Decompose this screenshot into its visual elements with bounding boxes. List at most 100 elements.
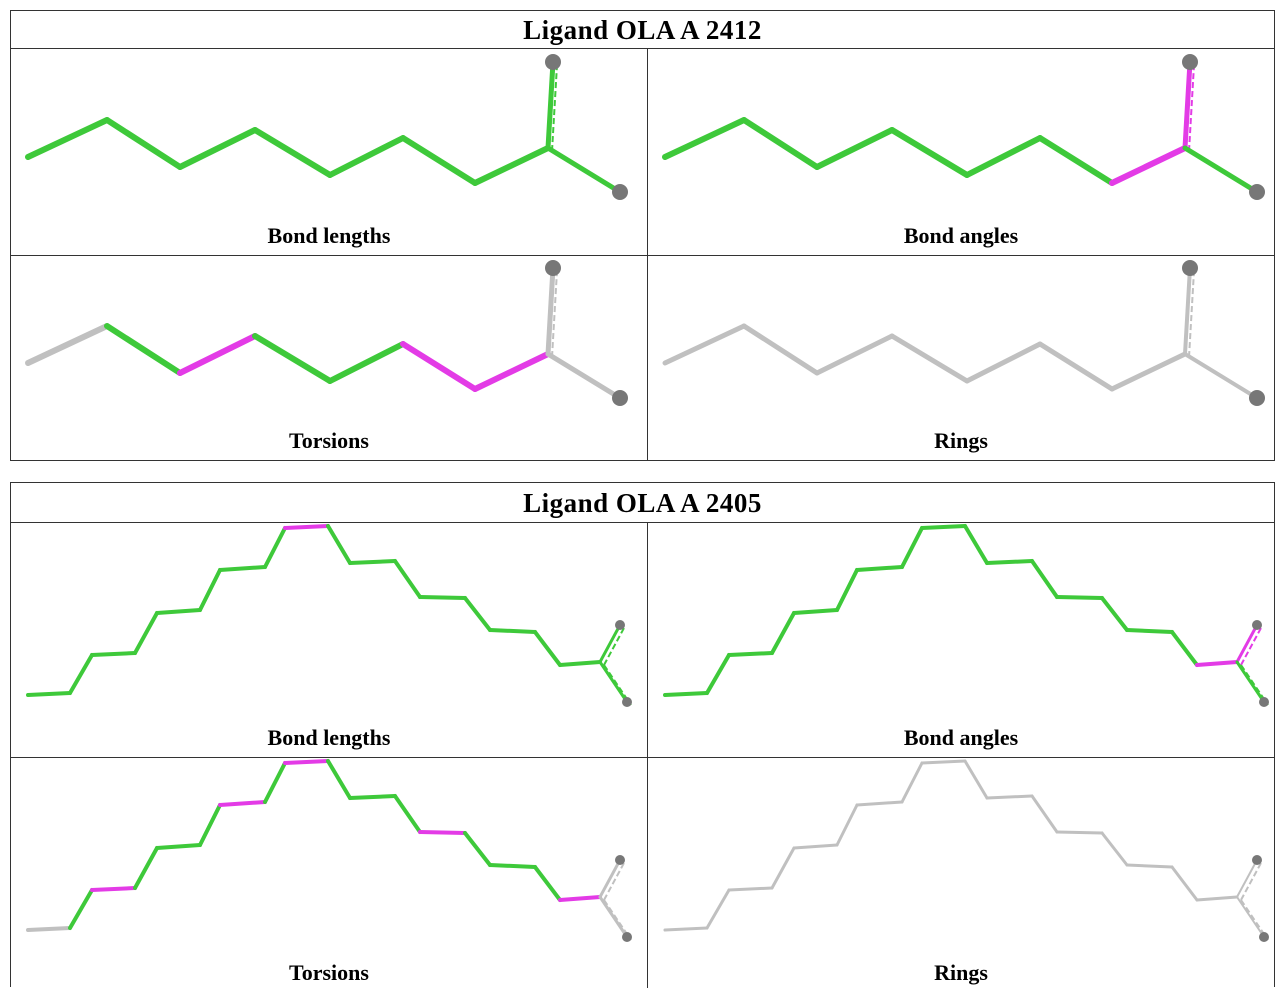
bond: [665, 693, 707, 695]
bond: [1040, 138, 1112, 183]
bond: [285, 761, 328, 763]
bond: [548, 268, 553, 354]
bond: [1032, 796, 1057, 832]
bond: [1040, 344, 1112, 389]
bond: [265, 528, 285, 567]
bond: [107, 326, 180, 373]
bond-dash: [1241, 863, 1261, 900]
atom: [1182, 54, 1198, 70]
atom: [1249, 184, 1265, 200]
bond: [794, 845, 837, 848]
page: Ligand OLA A 2412 Bond lengths Bond angl…: [0, 0, 1275, 987]
atom: [612, 390, 628, 406]
bond: [1172, 632, 1197, 665]
bond: [220, 802, 265, 805]
bond: [1057, 832, 1102, 833]
atom: [615, 855, 625, 865]
bond: [665, 326, 744, 363]
bond: [350, 561, 395, 563]
bond: [490, 630, 535, 632]
bond: [772, 848, 794, 888]
bond: [922, 761, 965, 763]
bond: [965, 761, 987, 798]
bond: [107, 120, 180, 167]
bond: [475, 354, 548, 389]
bond: [1185, 268, 1190, 354]
bond: [729, 653, 772, 655]
bond: [1237, 860, 1257, 897]
atom: [615, 620, 625, 630]
bond: [157, 845, 200, 848]
bond: [902, 528, 922, 567]
bond: [892, 130, 967, 175]
bond: [180, 130, 255, 167]
bond: [1237, 625, 1257, 662]
bond: [28, 693, 70, 695]
atom: [1259, 932, 1269, 942]
bond: [600, 897, 627, 937]
bond: [1197, 897, 1237, 900]
bond: [395, 796, 420, 832]
bond: [967, 344, 1040, 381]
bond: [1127, 865, 1172, 867]
bond: [1102, 598, 1127, 630]
bond: [707, 890, 729, 928]
bond: [1032, 561, 1057, 597]
bond: [92, 653, 135, 655]
bond: [475, 148, 548, 183]
bond: [135, 613, 157, 653]
bond: [987, 796, 1032, 798]
bond: [255, 336, 330, 381]
bond: [794, 610, 837, 613]
bond: [729, 888, 772, 890]
bond: [1102, 833, 1127, 865]
bond: [967, 138, 1040, 175]
bond: [892, 336, 967, 381]
bond: [92, 888, 135, 890]
bond: [535, 867, 560, 900]
bond: [1185, 62, 1190, 148]
bond: [220, 567, 265, 570]
bond: [465, 833, 490, 865]
bond: [817, 130, 892, 167]
atom: [612, 184, 628, 200]
bond: [560, 662, 600, 665]
bond: [420, 597, 465, 598]
bond: [772, 613, 794, 653]
bond: [837, 570, 857, 610]
bond: [600, 860, 620, 897]
atom: [622, 932, 632, 942]
bond: [403, 344, 475, 389]
bond: [157, 610, 200, 613]
atom: [1182, 260, 1198, 276]
bond: [902, 763, 922, 802]
bond: [135, 848, 157, 888]
bond: [600, 625, 620, 662]
bond: [420, 832, 465, 833]
bond: [665, 928, 707, 930]
bond: [1057, 597, 1102, 598]
bond: [28, 928, 70, 930]
bond: [600, 662, 627, 702]
bond: [395, 561, 420, 597]
molecule-layer: [0, 0, 1275, 987]
atom: [1249, 390, 1265, 406]
bond: [1112, 354, 1185, 389]
bond: [535, 632, 560, 665]
bond: [1197, 662, 1237, 665]
bond: [1112, 148, 1185, 183]
bond: [255, 130, 330, 175]
bond: [1172, 867, 1197, 900]
bond: [403, 138, 475, 183]
bond: [857, 567, 902, 570]
atom: [622, 697, 632, 707]
bond: [707, 655, 729, 693]
atom: [1252, 855, 1262, 865]
bond: [560, 897, 600, 900]
atom: [1252, 620, 1262, 630]
bond: [987, 561, 1032, 563]
bond: [1127, 630, 1172, 632]
bond: [28, 120, 107, 157]
bond: [817, 336, 892, 373]
bond: [465, 598, 490, 630]
